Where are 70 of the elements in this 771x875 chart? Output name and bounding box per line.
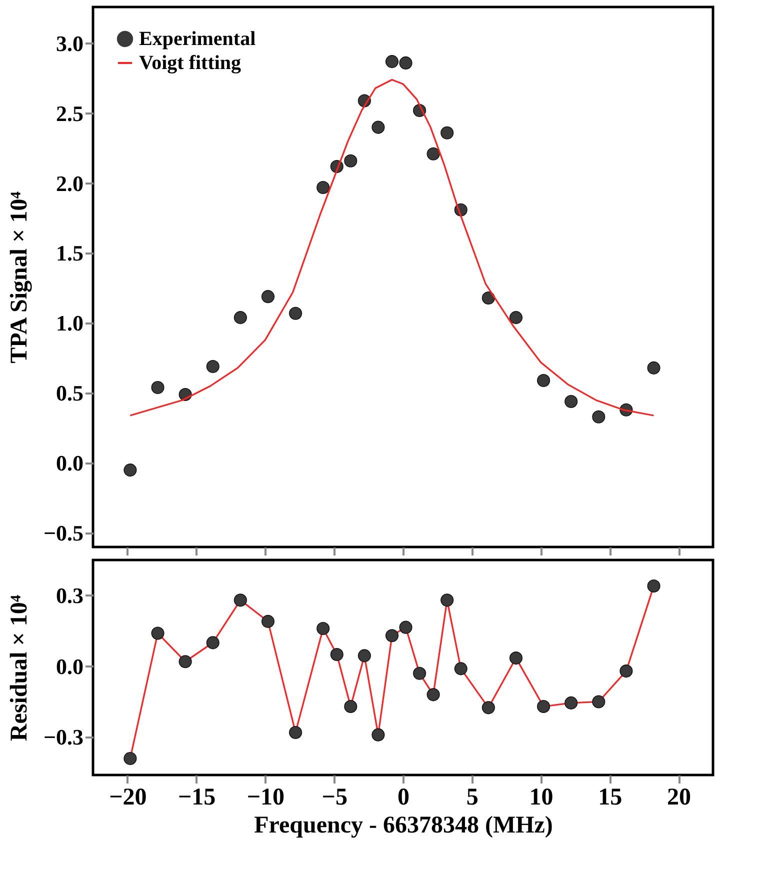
point (399, 56, 412, 70)
point (261, 614, 274, 628)
point (647, 579, 660, 592)
point (592, 695, 606, 708)
point (206, 360, 220, 374)
point (385, 629, 398, 642)
x-tick-label: 20 (667, 784, 692, 810)
point (124, 752, 137, 765)
legend-label: Voigt fitting (139, 52, 242, 74)
point (151, 626, 164, 640)
point (289, 306, 302, 320)
point (151, 381, 164, 394)
point (124, 464, 137, 477)
point (482, 701, 495, 714)
point (620, 664, 633, 678)
point (234, 594, 247, 607)
point (344, 154, 358, 168)
x-tick-label: 15 (598, 784, 622, 810)
x-axis-title: Frequency - 66378348 (MHz) (254, 812, 553, 838)
x-tick-label: −5 (322, 784, 348, 810)
y-tick-label: 0.3 (56, 582, 84, 608)
point (537, 374, 550, 388)
point (372, 120, 385, 134)
y-tick-label: 1.0 (56, 310, 84, 336)
point (206, 636, 220, 650)
point (509, 652, 522, 665)
x-tick-label: −10 (246, 784, 285, 810)
point (289, 726, 302, 739)
point (426, 147, 440, 160)
point (261, 290, 274, 304)
point (372, 728, 385, 742)
point (330, 648, 344, 662)
point (413, 666, 426, 680)
y-tick-label: 2.5 (56, 100, 84, 126)
x-tick-label: 5 (466, 784, 478, 810)
point (440, 126, 454, 140)
point (399, 620, 412, 634)
point (454, 662, 468, 676)
point (316, 180, 330, 194)
y-tick-label: 1.5 (56, 240, 84, 266)
y-tick-label: 3.0 (56, 30, 84, 56)
point (344, 700, 358, 713)
y-tick-label: 0.0 (56, 654, 84, 679)
y-axis-title: Residual × 10⁴ (6, 594, 32, 742)
x-tick-label: −15 (178, 784, 216, 810)
x-tick-label: 0 (398, 784, 410, 810)
point (440, 594, 454, 607)
point (426, 688, 440, 702)
legend-label: Experimental (139, 28, 256, 50)
point (234, 311, 247, 324)
point (509, 311, 522, 324)
point (385, 55, 398, 68)
y-tick-label: 2.0 (56, 170, 84, 196)
y-tick-label: −0.5 (43, 520, 84, 546)
point (564, 696, 578, 710)
x-tick-label: −20 (109, 784, 147, 810)
y-tick-label: −0.3 (43, 724, 84, 750)
point (564, 394, 578, 408)
y-axis-title: TPA Signal × 10⁴ (6, 192, 32, 364)
x-tick-label: 10 (529, 784, 554, 810)
point (358, 649, 371, 662)
point (537, 700, 550, 713)
y-tick-label: 0.5 (56, 380, 84, 406)
point (482, 291, 495, 304)
point (316, 622, 330, 636)
y-tick-label: 0.0 (56, 450, 84, 476)
point (647, 361, 660, 374)
point (592, 410, 606, 424)
line-series (129, 78, 655, 416)
point (178, 655, 192, 668)
